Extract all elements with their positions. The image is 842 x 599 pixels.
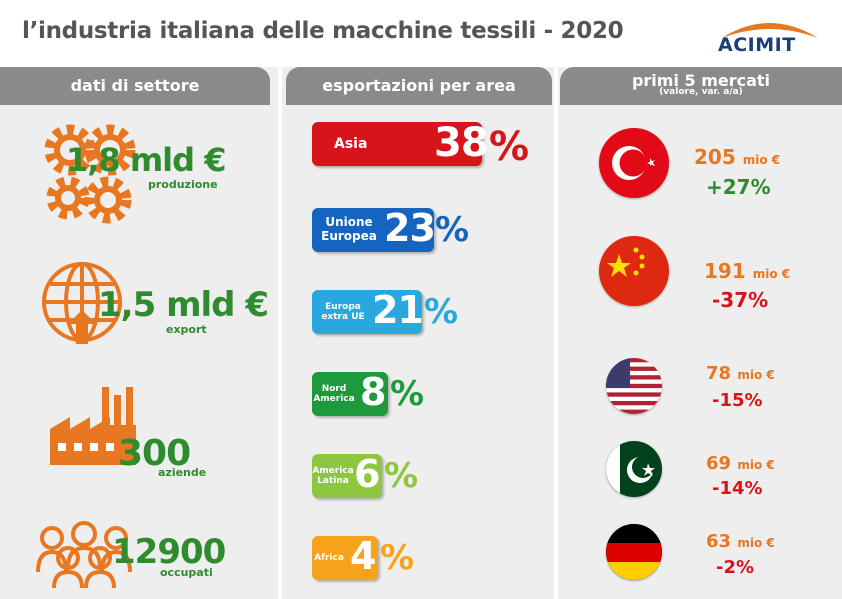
mercato-unit: mio € (742, 153, 781, 167)
factory-icon (50, 387, 136, 465)
area-value: 38 (434, 120, 489, 166)
tab-mercati: primi 5 mercati (valore, var. a/a) (560, 67, 842, 105)
page-title: l’industria italiana delle macchine tess… (22, 18, 624, 44)
pakistan-flag-icon (606, 441, 662, 497)
export-europa-extra-ue: Europa extra UE 21 (312, 288, 424, 334)
area-name: Asia (334, 135, 368, 152)
export-america-latina: America Latina 6 (312, 452, 382, 498)
mercato-value: 78 mio € (706, 363, 775, 384)
people-icon (36, 521, 132, 589)
mercato-amount: 205 (694, 145, 736, 169)
area-value: 6 (354, 452, 380, 496)
export-label: export (166, 323, 207, 336)
area-percent: % (489, 124, 530, 170)
usa-flag-icon (606, 358, 662, 414)
mercato-amount: 191 (704, 259, 746, 283)
mercato-var: -15% (712, 390, 763, 411)
mercato-var: -37% (712, 288, 769, 312)
tab-dati-label: dati di settore (70, 76, 200, 95)
occupati-label: occupati (160, 566, 213, 579)
area-percent: % (424, 292, 459, 332)
mercato-unit: mio € (737, 536, 775, 550)
mercato-value: 69 mio € (706, 453, 775, 474)
export-ue: Unione Europea 23 (312, 206, 436, 252)
aziende-value: 300 (118, 433, 191, 474)
tab-esportazioni: esportazioni per area (286, 67, 552, 105)
export-africa: Africa 4 (312, 534, 378, 580)
aziende-label: aziende (158, 466, 207, 479)
tab-mercati-sublabel: (valore, var. a/a) (659, 87, 743, 97)
mercato-unit: mio € (752, 267, 791, 281)
area-value: 23 (384, 206, 436, 250)
turkey-flag-icon (599, 128, 669, 198)
tab-dati: dati di settore (0, 67, 270, 105)
mercato-value: 205 mio € (694, 145, 780, 169)
export-asia: Asia 38 (312, 120, 489, 166)
mercato-unit: mio € (737, 368, 775, 382)
area-name: Africa (314, 552, 344, 563)
logo-text: ACIMIT (718, 34, 796, 56)
mercato-amount: 69 (706, 453, 732, 474)
mercato-amount: 78 (706, 363, 732, 384)
mercato-amount: 63 (706, 531, 732, 552)
mercato-var: +27% (706, 175, 771, 199)
export-nord-america: Nord America 8 (312, 370, 388, 416)
area-percent: % (380, 538, 415, 578)
gears-icon (44, 124, 136, 224)
mercato-value: 63 mio € (706, 531, 775, 552)
area-value: 4 (350, 534, 376, 578)
area-percent: % (435, 210, 470, 250)
area-name: America Latina (312, 465, 354, 486)
germany-flag-icon (606, 524, 662, 580)
mercato-var: -2% (716, 557, 755, 578)
mercato-var: -14% (712, 478, 763, 499)
area-value: 8 (360, 370, 386, 414)
produzione-value: 1,8 mld € (66, 141, 226, 179)
occupati-value: 12900 (112, 532, 226, 572)
china-flag-icon (599, 236, 669, 306)
area-percent: % (384, 456, 419, 496)
area-name: Europa extra UE (321, 301, 365, 322)
tab-esport-label: esportazioni per area (322, 76, 516, 95)
mercato-value: 191 mio € (704, 259, 790, 283)
acimit-logo: ACIMIT (714, 12, 824, 56)
produzione-label: produzione (148, 178, 218, 191)
mercato-unit: mio € (737, 458, 775, 472)
area-percent: % (390, 374, 425, 414)
globe-export-icon (42, 262, 122, 344)
tab-mercati-label: primi 5 mercati (631, 71, 771, 90)
area-name: Unione Europea (321, 215, 377, 243)
area-value: 21 (372, 288, 424, 332)
area-name: Nord America (313, 383, 355, 404)
export-value: 1,5 mld € (98, 285, 269, 325)
